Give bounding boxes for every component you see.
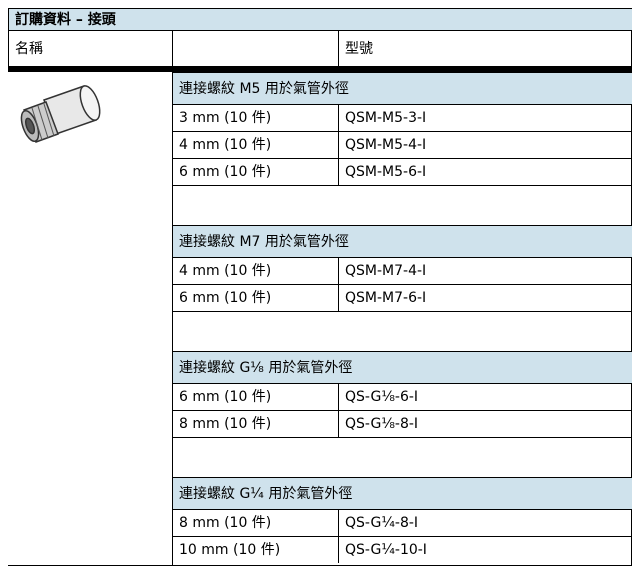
table-title: 訂購資料 – 接頭 — [8, 8, 632, 30]
item-size: 10 mm (10 件) — [172, 536, 338, 563]
item-code: QSM-M5-4-I — [338, 131, 632, 158]
group-header: 連接螺紋 G⅛ 用於氣管外徑 — [172, 351, 632, 383]
item-code: QSM-M7-4-I — [338, 257, 632, 284]
item-size: 4 mm (10 件) — [172, 257, 338, 284]
fitting-icon — [20, 85, 101, 143]
header-model: 型號 — [338, 30, 632, 66]
spacer-row — [172, 437, 632, 477]
header-rule — [8, 66, 632, 72]
name-column-rule — [172, 72, 173, 566]
group-header: 連接螺紋 M5 用於氣管外徑 — [172, 72, 632, 104]
item-code: QSM-M5-3-I — [338, 104, 632, 131]
item-code: QS-G¼-8-I — [338, 509, 632, 536]
item-size: 8 mm (10 件) — [172, 509, 338, 536]
spacer-row — [172, 185, 632, 225]
item-size: 6 mm (10 件) — [172, 284, 338, 311]
group-header: 連接螺紋 G¼ 用於氣管外徑 — [172, 477, 632, 509]
item-code: QS-G⅛-8-I — [338, 410, 632, 437]
spacer-row — [172, 311, 632, 351]
item-size: 4 mm (10 件) — [172, 131, 338, 158]
header-name: 名稱 — [8, 30, 172, 66]
header-blank — [172, 30, 338, 66]
item-size: 6 mm (10 件) — [172, 158, 338, 185]
order-table — [8, 8, 632, 566]
group-header: 連接螺紋 M7 用於氣管外徑 — [172, 225, 632, 257]
item-code: QS-G⅛-6-I — [338, 383, 632, 410]
item-code: QS-G¼-10-I — [338, 536, 632, 563]
item-size: 3 mm (10 件) — [172, 104, 338, 131]
item-code: QSM-M7-6-I — [338, 284, 632, 311]
item-code: QSM-M5-6-I — [338, 158, 632, 185]
item-size: 8 mm (10 件) — [172, 410, 338, 437]
item-size: 6 mm (10 件) — [172, 383, 338, 410]
